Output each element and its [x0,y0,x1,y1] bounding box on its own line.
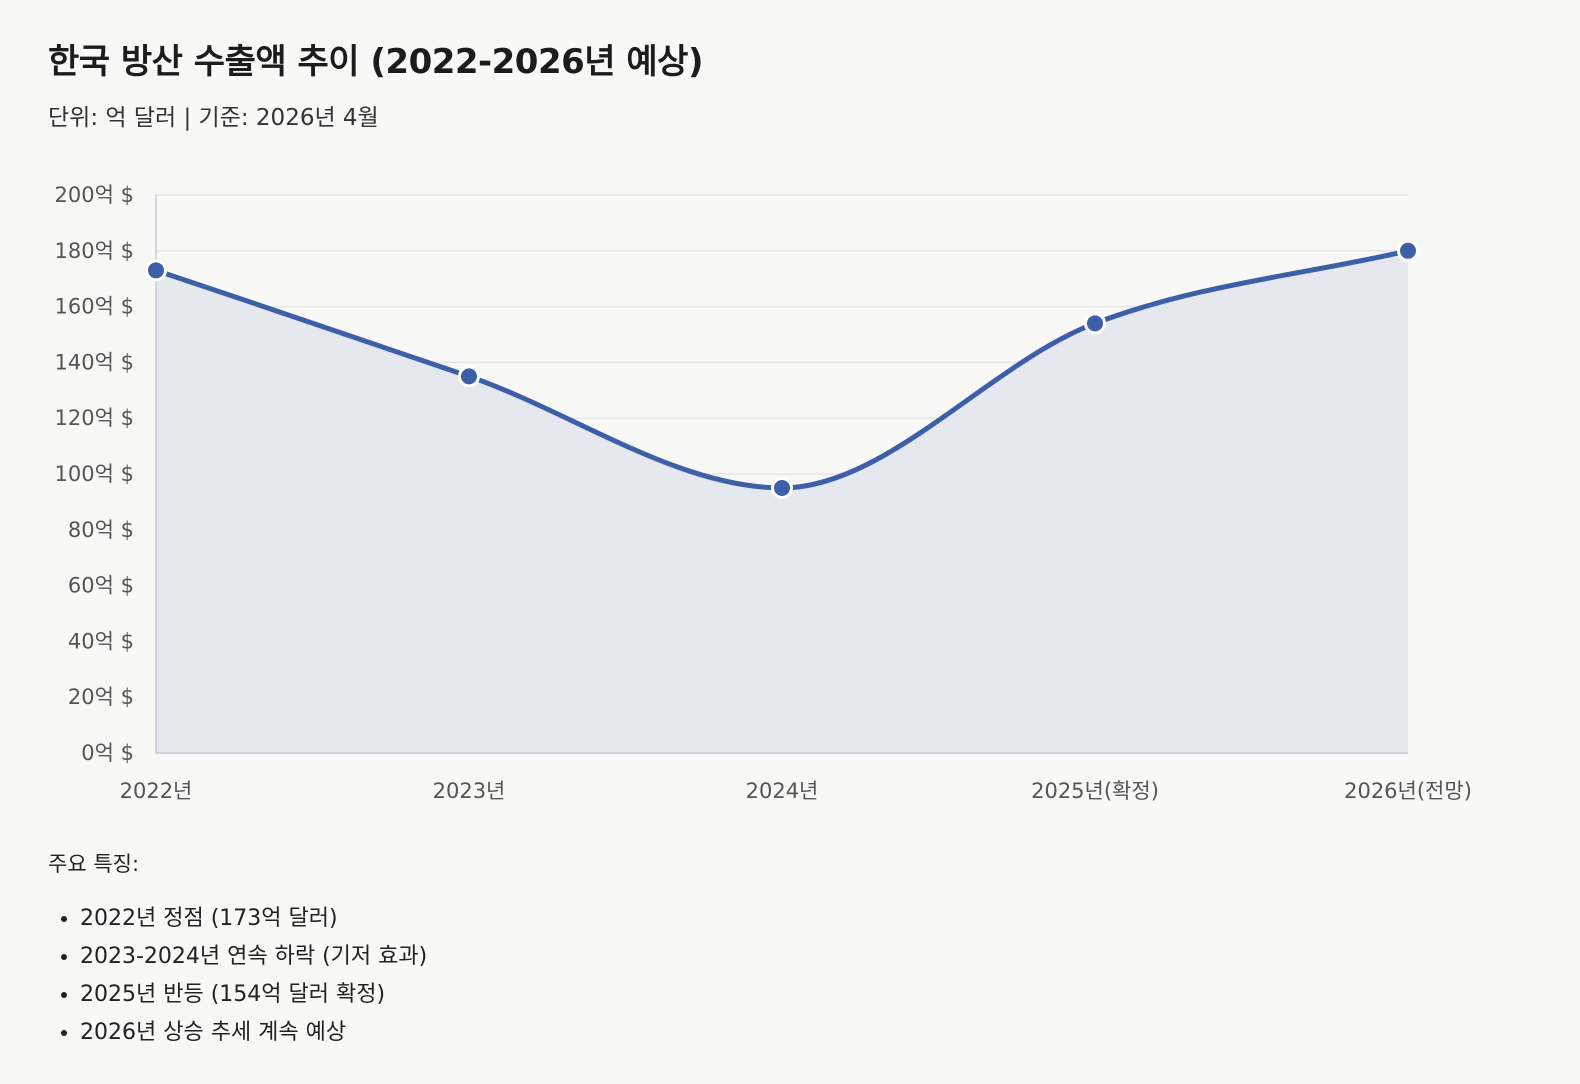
y-tick-label: 200억 $ [55,183,134,207]
data-points [145,239,1419,499]
y-tick-label: 0억 $ [81,741,134,765]
y-tick-label: 100억 $ [55,462,134,486]
page-subtitle: 단위: 억 달러 | 기준: 2026년 4월 [48,105,379,131]
y-tick-label: 180억 $ [55,239,134,263]
data-point [145,259,167,282]
y-axis-ticks: 0억 $ 20억 $ 40억 $ 60억 $ 80억 $ 100억 $ 120억 $ 140억… [55,183,134,765]
x-tick-label: 2024년 [746,779,819,803]
data-point [458,365,480,388]
area-fill [156,250,1408,754]
note-item: 2022년 정점 (173억 달러) [80,900,427,938]
note-item: 2023-2024년 연속 하락 (기저 효과) [80,938,427,976]
y-tick-label: 40억 $ [68,629,134,653]
x-tick-label: 2022년 [120,779,193,803]
x-tick-label: 2026년(전망) [1344,779,1472,803]
y-tick-label: 140억 $ [55,350,134,374]
axes [155,195,1408,754]
x-axis-ticks: 2022년 2023년 2024년 2025년(확정) 2026년(전망) [120,779,1472,803]
data-point [1397,239,1419,262]
x-tick-label: 2025년(확정) [1031,779,1159,803]
notes-list: 2022년 정점 (173억 달러) 2023-2024년 연속 하락 (기저 … [48,900,427,1052]
y-tick-label: 120억 $ [55,406,134,430]
y-tick-label: 80억 $ [68,518,134,542]
notes-heading: 주요 특징: [48,852,140,876]
page-title: 한국 방산 수출액 추이 (2022-2026년 예상) [48,42,704,82]
note-item: 2025년 반등 (154억 달러 확정) [80,976,427,1014]
y-tick-label: 60억 $ [68,574,134,598]
data-point [1084,312,1106,335]
x-tick-label: 2023년 [433,779,506,803]
y-tick-label: 160억 $ [55,295,134,319]
note-item: 2026년 상승 추세 계속 예상 [80,1014,427,1052]
data-point [771,476,793,499]
export-trend-chart: 0억 $ 20억 $ 40억 $ 60억 $ 80억 $ 100억 $ 120억 $ 140억… [55,183,1472,803]
y-tick-label: 20억 $ [68,685,134,709]
